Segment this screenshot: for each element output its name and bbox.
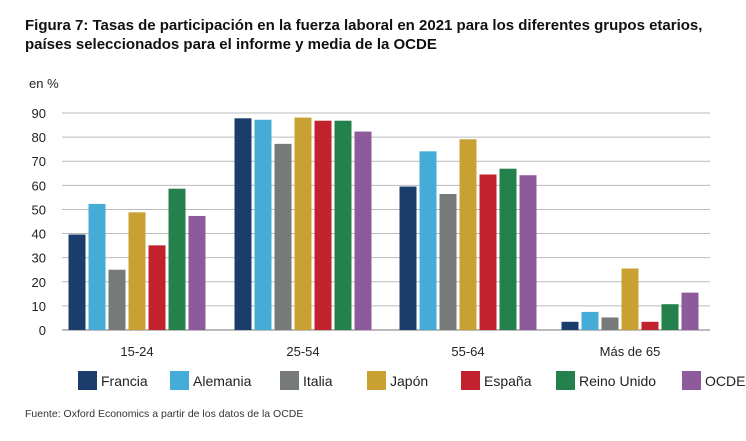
y-tick-label: 20 bbox=[32, 275, 46, 290]
source-note: Fuente: Oxford Economics a partir de los… bbox=[25, 408, 304, 420]
x-tick-label: Más de 65 bbox=[600, 344, 661, 359]
y-tick-label: 30 bbox=[32, 251, 46, 266]
y-tick-label: 10 bbox=[32, 299, 46, 314]
y-tick-label: 0 bbox=[39, 323, 46, 338]
bar-alemania bbox=[88, 203, 106, 330]
y-tick-label: 80 bbox=[32, 130, 46, 145]
bar-españa bbox=[479, 174, 497, 330]
bar-japón bbox=[621, 268, 639, 330]
bar-españa bbox=[641, 321, 659, 330]
legend-label: España bbox=[484, 373, 532, 389]
legend-swatch bbox=[682, 371, 701, 390]
bar-francia bbox=[561, 321, 579, 330]
bar-japón bbox=[459, 139, 477, 330]
legend-label: OCDE bbox=[705, 373, 745, 389]
bar-reino-unido bbox=[661, 304, 679, 330]
bar-ocde bbox=[188, 215, 206, 330]
bar-españa bbox=[148, 245, 166, 330]
bar-francia bbox=[68, 234, 86, 330]
y-tick-label: 50 bbox=[32, 202, 46, 217]
y-tick-label: 70 bbox=[32, 154, 46, 169]
bar-italia bbox=[601, 317, 619, 330]
legend-swatch bbox=[556, 371, 575, 390]
x-tick-label: 55-64 bbox=[451, 344, 484, 359]
legend-swatch bbox=[170, 371, 189, 390]
y-tick-label: 90 bbox=[32, 106, 46, 121]
chart-title: Figura 7: Tasas de participación en la f… bbox=[25, 17, 703, 53]
bar-ocde bbox=[519, 175, 537, 330]
legend-label: Francia bbox=[101, 373, 148, 389]
bar-reino-unido bbox=[334, 120, 352, 331]
bar-italia bbox=[274, 143, 292, 330]
x-tick-label: 15-24 bbox=[120, 344, 153, 359]
bar-alemania bbox=[419, 151, 437, 330]
legend-label: Alemania bbox=[193, 373, 252, 389]
legend-swatch bbox=[367, 371, 386, 390]
legend-label: Japón bbox=[390, 373, 428, 389]
bar-italia bbox=[108, 269, 126, 330]
bar-reino-unido bbox=[168, 188, 186, 330]
bar-ocde bbox=[354, 131, 372, 330]
x-tick-label: 25-54 bbox=[286, 344, 319, 359]
bar-francia bbox=[399, 186, 417, 330]
y-tick-label: 60 bbox=[32, 178, 46, 193]
bar-francia bbox=[234, 118, 252, 330]
y-axis-label: en % bbox=[29, 76, 59, 91]
bar-alemania bbox=[581, 311, 599, 330]
bar-reino-unido bbox=[499, 168, 517, 330]
legend-label: Reino Unido bbox=[579, 373, 656, 389]
legend-swatch bbox=[280, 371, 299, 390]
bar-italia bbox=[439, 194, 457, 330]
legend-swatch bbox=[461, 371, 480, 390]
bar-ocde bbox=[681, 292, 699, 330]
bar-japón bbox=[128, 212, 146, 330]
bar-japón bbox=[294, 117, 312, 330]
legend-label: Italia bbox=[303, 373, 333, 389]
bar-alemania bbox=[254, 119, 272, 330]
bar-españa bbox=[314, 120, 332, 331]
legend-swatch bbox=[78, 371, 97, 390]
y-tick-label: 40 bbox=[32, 227, 46, 242]
